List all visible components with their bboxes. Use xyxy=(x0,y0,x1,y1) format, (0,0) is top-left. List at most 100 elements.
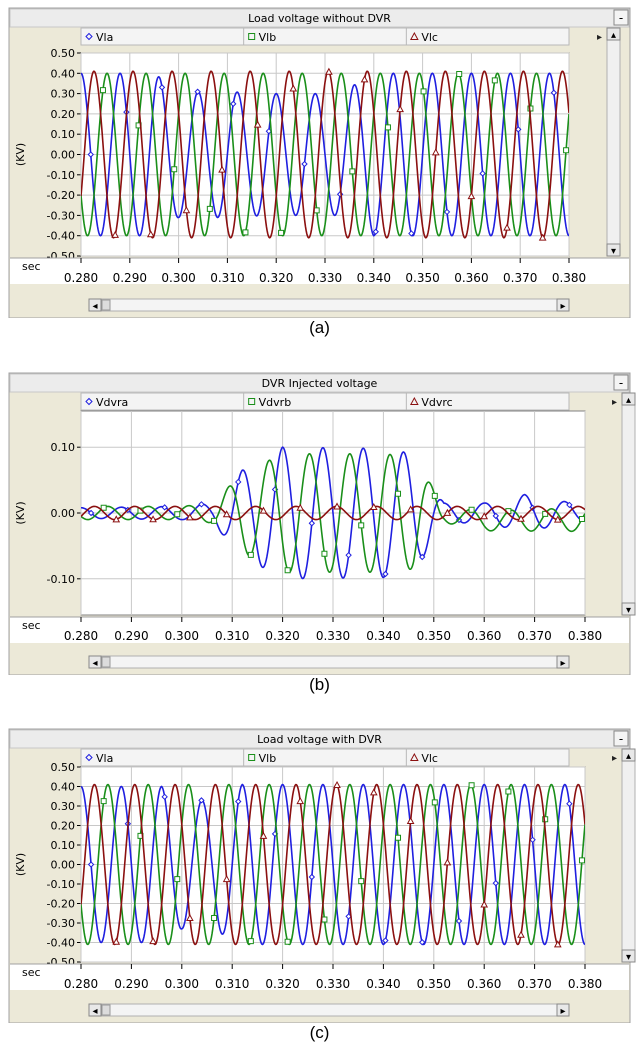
data-point-triangle xyxy=(186,913,194,921)
scroll-down-button[interactable] xyxy=(606,243,621,257)
scroll-left-icon: ◂ xyxy=(92,1006,97,1017)
legend-label[interactable]: Vlc xyxy=(421,31,438,44)
data-point-triangle xyxy=(517,930,525,938)
horizontal-scrollbar[interactable] xyxy=(88,1003,570,1017)
y-axis-label: (KV) xyxy=(14,501,27,524)
scroll-thumb[interactable] xyxy=(101,1004,111,1016)
data-point-triangle xyxy=(112,937,121,945)
panel-a: Load voltage without DVR - Vla Vlb Vlc ▸ ▴ ▾ 0.5… xyxy=(0,0,639,340)
data-point-diamond xyxy=(479,170,486,177)
x-axis-band xyxy=(10,964,629,990)
scroll-right-icon: ▸ xyxy=(560,1006,565,1017)
data-point-diamond xyxy=(198,797,205,804)
y-tick-label: -0.10 xyxy=(47,573,75,586)
scroll-right-icon: ▸ xyxy=(560,301,565,312)
x-tick-label: 0.360 xyxy=(467,629,501,643)
chart-b: DVR Injected voltage - Vdvra Vdvrb Vdvrc ▸ ▴ ▾ 0… xyxy=(8,372,636,675)
y-tick-label: -0.10 xyxy=(47,169,75,182)
x-unit-label: sec xyxy=(22,619,41,632)
legend-label[interactable]: Vlb xyxy=(259,752,277,765)
legend-marker-triangle-icon xyxy=(409,396,419,405)
data-point-triangle xyxy=(553,940,562,948)
scroll-right-button[interactable] xyxy=(556,1003,570,1017)
legend-label[interactable]: Vdvra xyxy=(96,396,128,409)
series-group xyxy=(81,446,585,580)
legend-label[interactable]: Vdvrc xyxy=(421,396,452,409)
legend-scroll-right-icon[interactable]: ▸ xyxy=(597,32,602,43)
data-point-square xyxy=(468,782,475,789)
data-point-triangle xyxy=(369,503,378,511)
y-tick-label: 0.40 xyxy=(51,67,76,80)
scroll-left-button[interactable] xyxy=(88,298,102,312)
data-point-triangle xyxy=(333,502,341,510)
scroll-up-button[interactable] xyxy=(606,27,621,41)
data-point-triangle xyxy=(222,875,231,883)
x-tick-label: 0.370 xyxy=(517,977,551,991)
x-tick-label: 0.330 xyxy=(308,271,342,285)
data-point-triangle xyxy=(538,233,547,241)
legend-bar xyxy=(80,748,570,767)
scroll-down-button[interactable] xyxy=(621,949,636,963)
data-point-diamond xyxy=(443,208,451,216)
data-point-triangle xyxy=(186,513,194,521)
legend-scroll-right-icon[interactable]: ▸ xyxy=(612,753,617,764)
vertical-scrollbar[interactable] xyxy=(621,748,636,963)
data-point-square xyxy=(358,522,365,529)
scroll-left-button[interactable] xyxy=(88,1003,102,1017)
data-point-triangle xyxy=(360,75,369,83)
data-point-diamond xyxy=(235,478,242,486)
chart-title: Load voltage without DVR xyxy=(248,12,391,25)
y-tick-label: 0.30 xyxy=(51,800,76,813)
minimize-button[interactable] xyxy=(613,374,629,391)
scroll-right-button[interactable] xyxy=(556,298,570,312)
title-bar xyxy=(9,729,630,749)
data-point-triangle xyxy=(111,230,120,238)
legend-label[interactable]: Vla xyxy=(96,31,113,44)
panel-b: DVR Injected voltage - Vdvra Vdvrb Vdvrc ▸ ▴ ▾ 0… xyxy=(0,365,639,705)
minimize-button[interactable] xyxy=(613,730,629,747)
data-point-square xyxy=(284,938,291,945)
data-point-triangle xyxy=(259,831,268,839)
horizontal-scrollbar[interactable] xyxy=(88,298,570,312)
scroll-left-button[interactable] xyxy=(88,655,102,669)
legend-marker-diamond-icon xyxy=(85,32,93,41)
data-point-diamond xyxy=(345,551,352,559)
x-tick-label: 0.290 xyxy=(113,271,147,285)
legend-label[interactable]: Vdvrb xyxy=(259,396,292,409)
vertical-scrollbar[interactable] xyxy=(606,27,621,257)
data-point-triangle xyxy=(443,508,452,516)
legend-label[interactable]: Vlb xyxy=(259,31,277,44)
legend-label[interactable]: Vlc xyxy=(421,752,438,765)
data-point-square xyxy=(431,492,438,499)
data-point-square xyxy=(174,876,181,883)
caption-a: (a) xyxy=(309,318,330,337)
y-tick-label: -0.30 xyxy=(47,209,75,222)
legend-marker-triangle-icon xyxy=(409,31,419,40)
legend-label[interactable]: Vla xyxy=(96,752,113,765)
x-tick-label: 0.320 xyxy=(259,271,293,285)
horizontal-scrollbar[interactable] xyxy=(88,655,570,669)
data-point-square xyxy=(247,938,254,945)
scroll-down-button[interactable] xyxy=(621,602,636,616)
x-tick-label: 0.380 xyxy=(568,629,602,643)
scroll-right-button[interactable] xyxy=(556,655,570,669)
x-tick-label: 0.380 xyxy=(568,977,602,991)
data-point-diamond xyxy=(301,160,308,168)
minimize-button[interactable] xyxy=(613,9,629,26)
x-tick-label: 0.350 xyxy=(417,977,451,991)
x-axis-band xyxy=(10,258,629,284)
data-point-square xyxy=(563,147,569,154)
x-tick-label: 0.320 xyxy=(265,629,299,643)
vertical-scrollbar[interactable] xyxy=(621,392,636,616)
x-tick-label: 0.330 xyxy=(316,629,350,643)
scroll-up-button[interactable] xyxy=(621,748,636,762)
chart-title: DVR Injected voltage xyxy=(262,377,378,390)
x-tick-label: 0.310 xyxy=(210,271,244,285)
legend-scroll-right-icon[interactable]: ▸ xyxy=(612,397,617,408)
scroll-thumb[interactable] xyxy=(101,656,111,668)
scroll-up-button[interactable] xyxy=(621,392,636,406)
y-tick-label: 0.50 xyxy=(51,761,76,774)
data-point-diamond xyxy=(566,800,573,807)
scroll-thumb[interactable] xyxy=(101,299,111,311)
chart-c: Load voltage with DVR - Vla Vlb Vlc ▸ ▴ ▾ 0.50 0.… xyxy=(8,728,636,1023)
